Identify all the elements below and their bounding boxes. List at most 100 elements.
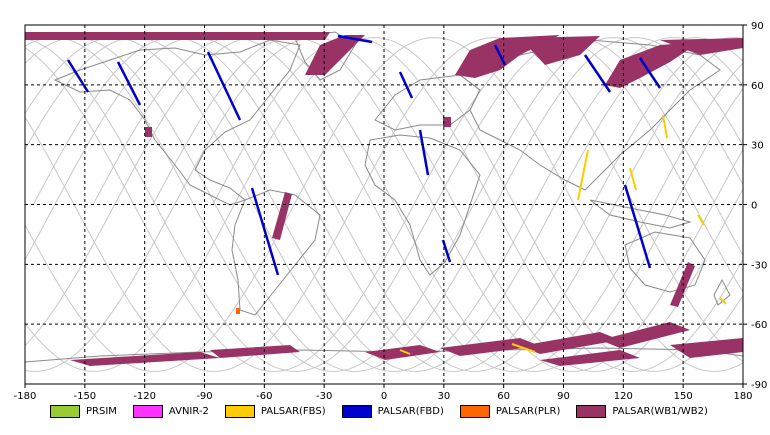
plr-scene-patagonia (236, 308, 240, 314)
orbit-track (25, 37, 743, 372)
x-tick-label: 0 (381, 391, 387, 402)
orbit-track (25, 37, 743, 372)
legend-label: PALSAR(WB1/WB2) (612, 405, 708, 417)
wb-swath-arctic-a (305, 35, 365, 75)
latitude-tick-labels: 90 60 30 0 -30 -60 -90 (743, 21, 767, 391)
greenland-coast (294, 31, 356, 81)
x-tick-label: -30 (316, 391, 332, 402)
x-tick-label: 150 (674, 391, 693, 402)
africa-coast (364, 134, 481, 276)
wb-swath-antarctic-a (70, 352, 220, 366)
orbit-track (25, 37, 743, 372)
legend-swatch (576, 404, 607, 418)
wb-swath-antarctic-d (440, 338, 540, 356)
x-tick-label: -120 (133, 391, 156, 402)
australia-coast (624, 231, 706, 293)
legend-swatch (50, 404, 80, 418)
fbd-track-canada-a (116, 61, 142, 106)
x-tick-label: -180 (14, 391, 37, 402)
fbs-track-china (629, 167, 637, 191)
legend-label: PRSIM (86, 405, 117, 417)
orbit-track (25, 37, 743, 372)
y-tick-label: -60 (751, 320, 767, 331)
orbit-track (25, 37, 743, 372)
y-tick-label: -90 (751, 380, 767, 391)
fbs-track-nz (719, 297, 727, 305)
fbs-track-south-atlantic (399, 349, 411, 355)
fbd-track-america (250, 187, 280, 276)
swaths-palsar-fbs (399, 114, 727, 355)
swaths-palsar-fbd (66, 34, 662, 276)
legend-swatch (341, 404, 372, 418)
wb-swath-brazil (272, 192, 292, 240)
orbit-track (212, 37, 743, 372)
legend: PRSIM AVNIR-2 PALSAR(FBS) PALSAR(FBD) PALSAR… (50, 403, 724, 419)
fbs-track-pacific (697, 214, 705, 226)
legend-item: PALSAR(FBD) (341, 404, 444, 418)
wb-swath-antarctic-h (540, 350, 640, 366)
orbit-track (92, 37, 743, 372)
fbd-track-n-atlantic (337, 34, 373, 44)
legend-item: PALSAR(FBS) (224, 404, 326, 418)
legend-item: PALSAR(PLR) (459, 404, 561, 418)
wb-swath-arctic-c (605, 42, 700, 88)
coverage-swaths (25, 32, 743, 366)
legend-label: AVNIR-2 (168, 405, 209, 417)
wb-swath-antarctic-b (210, 345, 300, 358)
wb-swath-arctic-band (25, 32, 330, 40)
orbit-track (25, 37, 743, 372)
fbd-track-canada-b (206, 51, 242, 121)
legend-swatch (224, 404, 255, 418)
x-tick-label: -60 (256, 391, 272, 402)
x-tick-label: 120 (614, 391, 633, 402)
fbs-track-japan (662, 114, 668, 139)
legend-label: PALSAR(FBD) (377, 405, 444, 417)
fbs-track-antarctic (511, 343, 536, 353)
orbit-track (25, 37, 743, 372)
longitude-tick-labels: -180 -150 -120 -90 -60 -30 0 30 60 90 120 150 180 (14, 384, 753, 402)
orbit-track (25, 37, 743, 372)
wb-swath-antarctic-e (520, 332, 620, 354)
x-tick-label: 30 (437, 391, 450, 402)
orbit-track (25, 37, 743, 372)
swaths-palsar-wb (25, 32, 743, 366)
wb-swath-turkey (443, 117, 451, 127)
legend-item: AVNIR-2 (132, 404, 209, 418)
legend-swatch (132, 404, 163, 418)
south-america-coast (231, 189, 321, 316)
wb-swath-arctic-e (660, 38, 743, 55)
y-tick-label: 0 (751, 201, 757, 212)
legend-item: PRSIM (50, 404, 117, 418)
legend-item: PALSAR(WB1/WB2) (576, 404, 708, 418)
x-tick-label: 60 (497, 391, 510, 402)
y-tick-label: 30 (751, 141, 764, 152)
wb-swath-california (145, 127, 152, 137)
x-tick-label: 90 (557, 391, 570, 402)
legend-label: PALSAR(FBS) (260, 405, 326, 417)
orbit-track (25, 37, 743, 372)
legend-swatch (459, 404, 490, 418)
orbit-track (32, 37, 743, 372)
new-zealand-coast (713, 278, 731, 306)
wb-swath-arctic-d (520, 36, 600, 65)
wb-swath-antarctic-f (600, 322, 690, 348)
wb-swath-antarctic-c (365, 345, 440, 360)
y-tick-label: -30 (751, 260, 767, 271)
orbit-tracks (25, 37, 743, 372)
orbit-track (25, 37, 743, 372)
wb-swath-australia (670, 262, 695, 307)
x-tick-label: -90 (196, 391, 212, 402)
legend-label: PALSAR(PLR) (495, 405, 561, 417)
x-tick-label: -150 (73, 391, 96, 402)
fbd-track-east-siberia (638, 57, 662, 89)
orbit-track (152, 37, 743, 372)
fbd-track-siberia (583, 54, 612, 93)
y-tick-label: 90 (751, 21, 764, 32)
x-tick-label: 180 (733, 391, 752, 402)
swaths-palsar-plr (236, 308, 240, 314)
europe-coast (374, 74, 481, 131)
fbs-track-india (577, 149, 589, 201)
fbd-track-africa (418, 129, 430, 176)
